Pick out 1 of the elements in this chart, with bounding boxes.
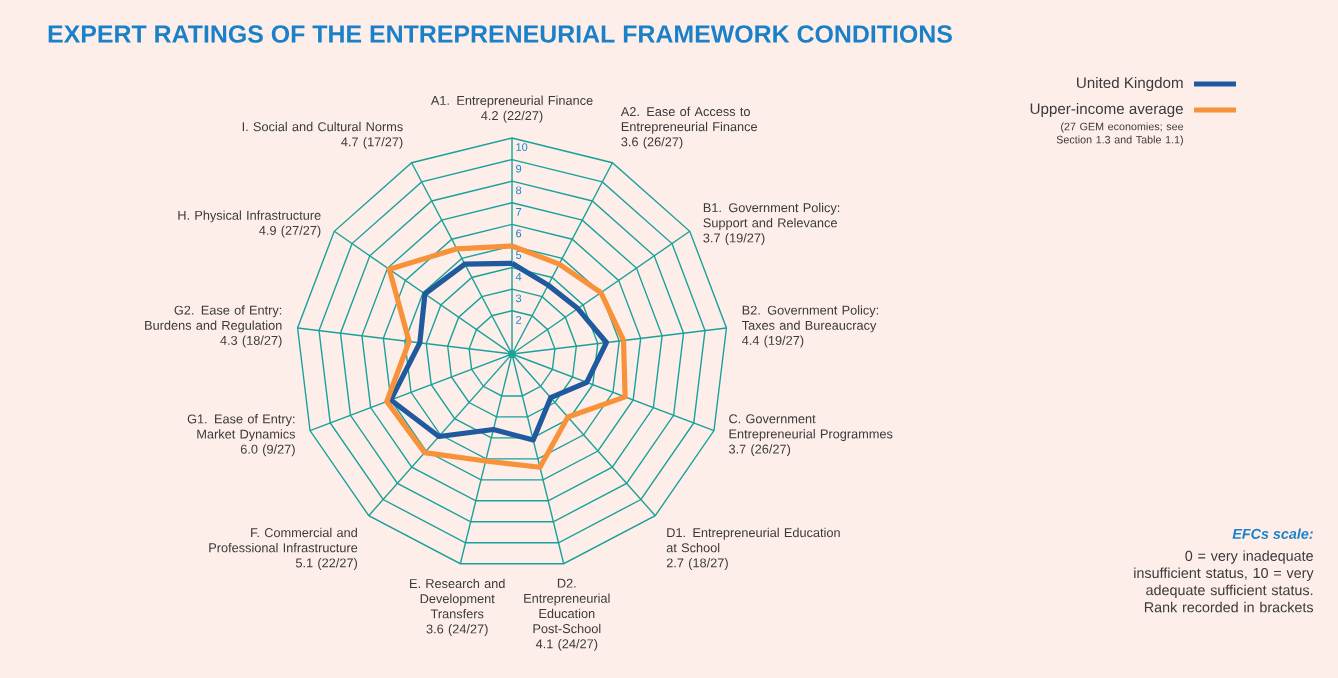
chart-title: EXPERT RATINGS OF THE ENTREPRENEURIAL FRAMEWORK CONDITIONS <box>48 25 952 43</box>
